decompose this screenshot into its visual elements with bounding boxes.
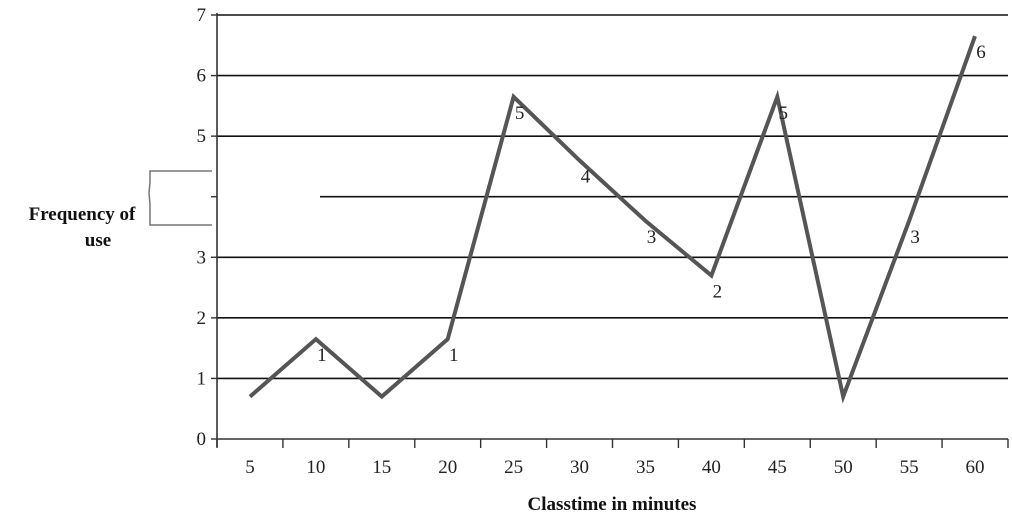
x-tick-label: 45	[768, 457, 787, 478]
data-label: 1	[317, 345, 327, 366]
data-label: 4	[581, 166, 591, 187]
x-tick-label: 20	[438, 457, 457, 478]
y-tick-labels: 0 1 2 3 5 6 7	[197, 5, 207, 450]
series-line	[248, 35, 977, 404]
data-label: 3	[647, 227, 657, 248]
y-tick-label: 7	[197, 5, 207, 26]
data-label: 5	[779, 103, 789, 124]
y-tick-label: 5	[197, 126, 207, 147]
x-tick-labels: 5 10 15 20 25 30 35 40 45 50 55 60	[245, 457, 984, 478]
y-tick-label: 3	[197, 247, 207, 268]
y-axis-title-line-1: Frequency of	[29, 204, 136, 225]
x-tick-label: 10	[306, 457, 325, 478]
data-label: 2	[713, 281, 723, 302]
y-tick-label: 2	[197, 308, 207, 329]
y-axis-title-line-2: use	[85, 230, 111, 251]
x-tick-label: 5	[245, 457, 255, 478]
x-tick-label: 60	[966, 457, 985, 478]
y-axis-title-bracket	[148, 170, 212, 226]
data-label: 3	[910, 227, 920, 248]
x-tick-label: 55	[900, 457, 919, 478]
x-tick-label: 40	[702, 457, 721, 478]
x-tick-label: 25	[504, 457, 523, 478]
data-label: 5	[515, 103, 525, 124]
gridlines	[217, 14, 1008, 380]
x-tick-label: 35	[636, 457, 655, 478]
y-axis-title-group: Frequency of use	[29, 170, 212, 251]
data-labels: 1 1 5 4 3 2 5 3 6	[317, 42, 986, 366]
series-line-path	[248, 35, 977, 404]
y-tick-label: 1	[197, 368, 207, 389]
y-tick-label: 0	[197, 429, 207, 450]
x-tick-label: 30	[570, 457, 589, 478]
x-tick-label: 50	[834, 457, 853, 478]
x-axis-title: Classtime in minutes	[528, 494, 697, 515]
data-label: 1	[449, 345, 459, 366]
data-label: 6	[976, 42, 986, 63]
x-tick-label: 15	[372, 457, 391, 478]
y-tick-label: 6	[197, 66, 207, 87]
axes	[211, 13, 1009, 448]
